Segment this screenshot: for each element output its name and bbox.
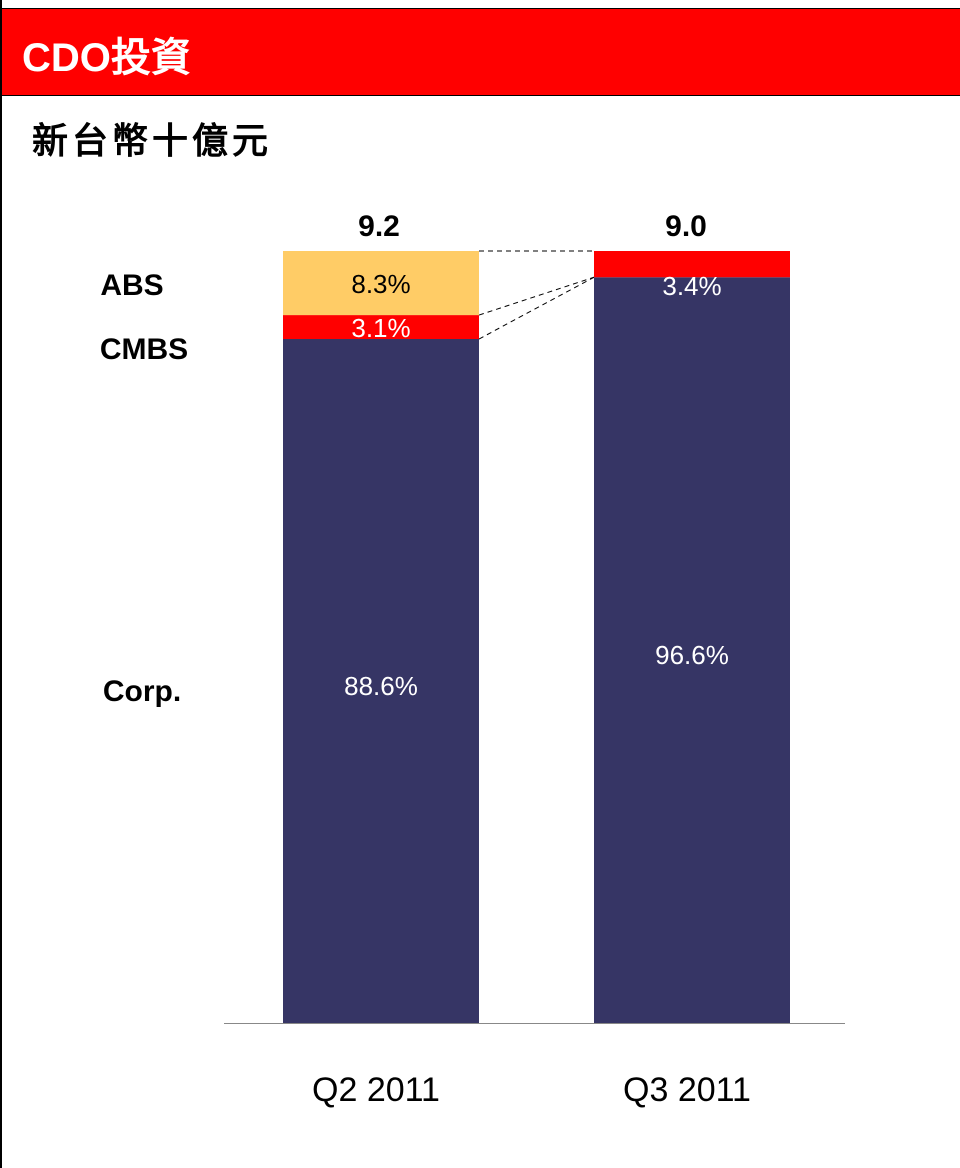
connector-lines xyxy=(478,250,595,340)
connector-line-2 xyxy=(478,276,595,316)
chart-labels: 88.6% 3.1% 8.3% 96.6% 3.4% 9.2 9.0 Q2 2011 Q3 20… xyxy=(100,210,751,1109)
connector-line-3 xyxy=(478,276,595,340)
bar-segment-cmbs-2 xyxy=(594,251,790,278)
legend-label-cmbs: CMBS xyxy=(100,333,188,366)
data-label-corp-1: 88.6% xyxy=(344,671,418,701)
x-tick-label-2: Q3 2011 xyxy=(623,1071,751,1109)
total-label-2: 9.0 xyxy=(665,210,707,243)
data-label-abs-1: 8.3% xyxy=(351,269,410,299)
x-tick-label-1: Q2 2011 xyxy=(312,1071,440,1109)
page-title: CDO投資 xyxy=(22,36,191,80)
total-label-1: 9.2 xyxy=(358,210,400,243)
data-label-corp-2: 96.6% xyxy=(655,640,729,670)
bar-segment-corp-1 xyxy=(283,339,479,1023)
legend-label-corp: Corp. xyxy=(103,675,181,708)
title-banner: CDO投資 xyxy=(2,8,960,96)
unit-label: 新台幣十億元 xyxy=(32,120,273,162)
bar-segment-corp-2 xyxy=(594,277,790,1023)
bar-segment-abs-1 xyxy=(283,251,479,316)
data-label-cmbs-2: 3.4% xyxy=(662,271,721,301)
legend-label-abs: ABS xyxy=(100,269,163,302)
bar-segments xyxy=(283,251,790,1023)
bar-segment-cmbs-1 xyxy=(283,315,479,340)
data-label-cmbs-1: 3.1% xyxy=(351,313,410,343)
